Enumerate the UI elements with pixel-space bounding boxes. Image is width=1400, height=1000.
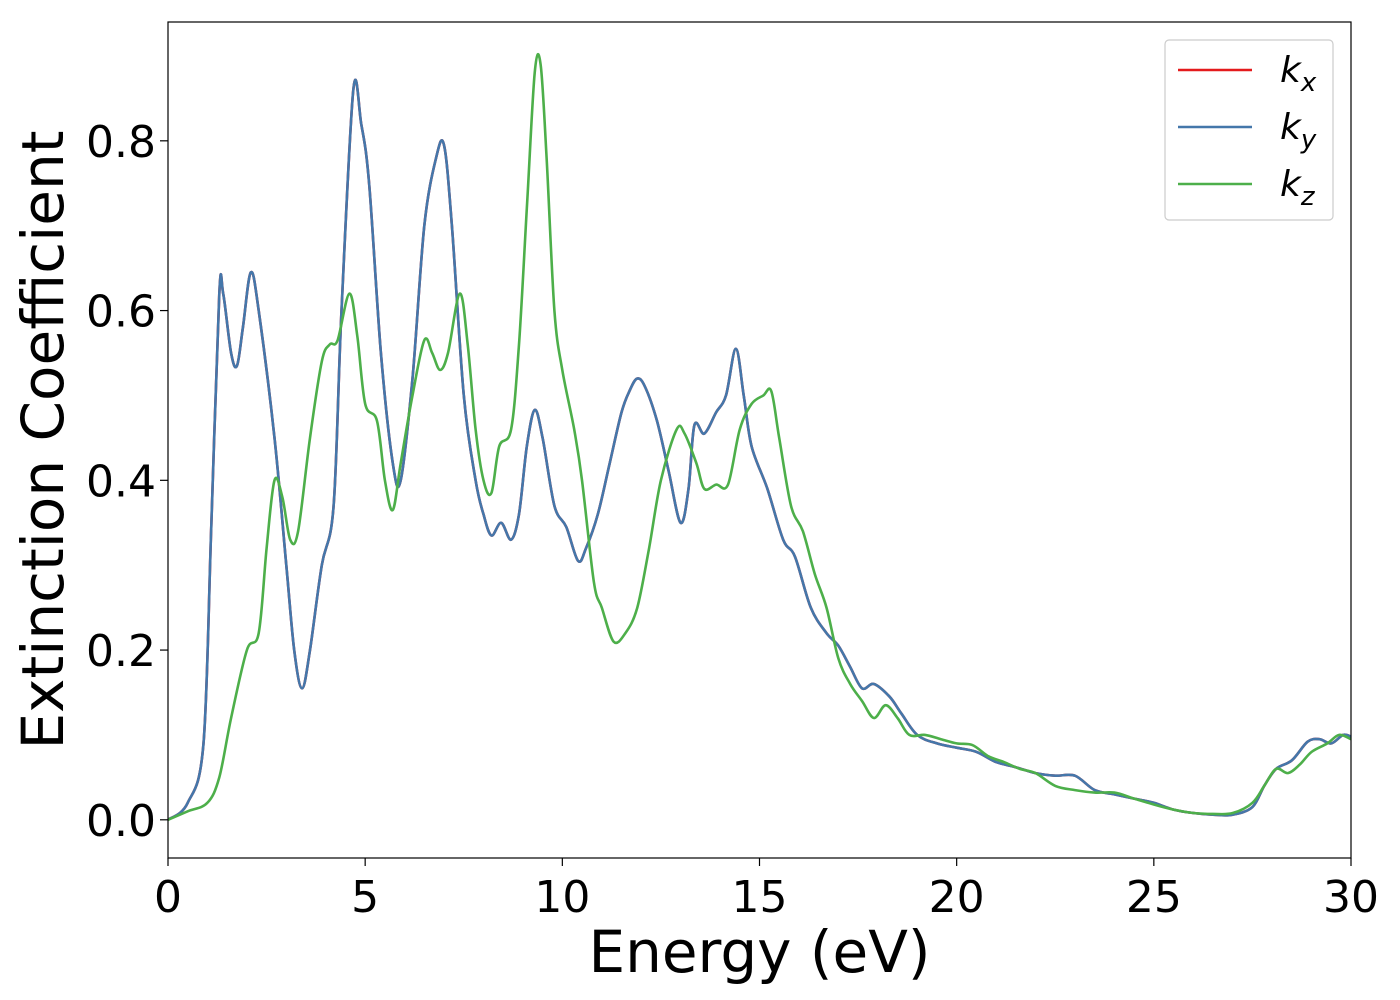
legend-label-k-x: kx: [1280, 50, 1317, 98]
y-tick-label: 0.6: [86, 287, 156, 338]
x-tick-label: 25: [1126, 872, 1182, 923]
y-tick-label: 0.0: [86, 796, 156, 847]
x-tick-label: 0: [154, 872, 182, 923]
x-axis-title: Energy (eV): [588, 918, 930, 986]
legend-label-k-y: ky: [1280, 107, 1317, 155]
y-axis-ticks: 0.0 0.2 0.4 0.6 0.8: [86, 117, 168, 847]
x-axis-ticks: 0 5 10 15 20 25 30: [154, 858, 1379, 923]
x-tick-label: 20: [929, 872, 985, 923]
y-tick-label: 0.8: [86, 117, 156, 168]
y-axis-title: Extinction Coefficient: [9, 131, 77, 750]
series-layer: [168, 53, 1351, 821]
legend-box: [1164, 39, 1334, 221]
series-line-k-z: [168, 53, 1351, 821]
legend-label-k-z: kz: [1280, 164, 1316, 212]
x-tick-label: 15: [732, 872, 788, 923]
series-line-k-y: [168, 78, 1351, 821]
x-tick-label: 5: [351, 872, 379, 923]
x-tick-label: 10: [534, 872, 590, 923]
y-tick-label: 0.2: [86, 626, 156, 677]
legend: kx ky kz: [1164, 39, 1334, 221]
x-tick-label: 30: [1323, 872, 1379, 923]
y-tick-label: 0.4: [86, 456, 156, 507]
